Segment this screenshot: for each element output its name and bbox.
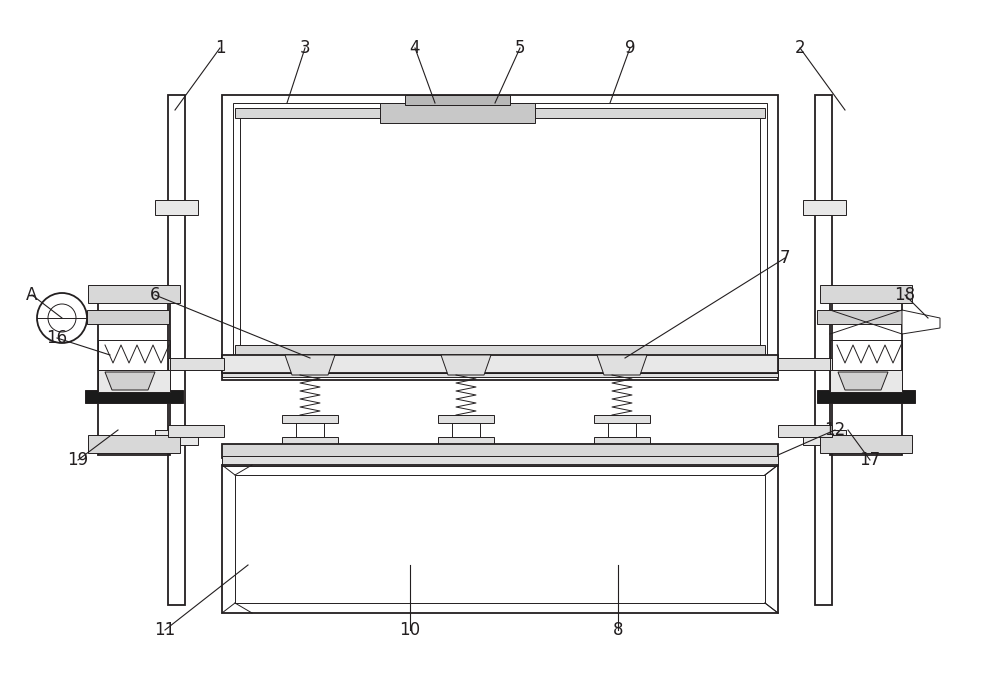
Bar [778, 425, 832, 437]
Bar [235, 475, 765, 603]
Bar [438, 437, 494, 445]
Bar [830, 370, 902, 392]
Bar [155, 430, 198, 445]
Bar [803, 430, 846, 445]
Bar [88, 435, 180, 453]
Bar [830, 295, 902, 455]
Polygon shape [838, 372, 888, 390]
Bar [438, 415, 494, 423]
Bar [296, 423, 324, 437]
Text: 19: 19 [67, 451, 89, 469]
Bar [235, 345, 765, 357]
Bar [155, 200, 198, 215]
Bar [168, 358, 224, 370]
Bar [380, 103, 535, 123]
Bar [168, 95, 185, 605]
Bar [820, 435, 912, 453]
Polygon shape [105, 372, 155, 390]
Text: 11: 11 [154, 621, 176, 639]
Bar [85, 390, 183, 403]
Polygon shape [597, 355, 647, 375]
Bar [87, 310, 169, 324]
Text: 16: 16 [46, 329, 68, 347]
Bar [168, 425, 224, 437]
Circle shape [37, 293, 87, 343]
Text: 17: 17 [859, 451, 881, 469]
Text: 7: 7 [780, 249, 790, 267]
Text: 12: 12 [824, 421, 846, 439]
Bar [817, 390, 915, 403]
Bar [240, 115, 760, 355]
Bar [405, 95, 510, 105]
Polygon shape [902, 310, 940, 334]
Text: 18: 18 [894, 286, 916, 304]
Text: 1: 1 [215, 39, 225, 57]
Text: 9: 9 [625, 39, 635, 57]
Text: A: A [26, 286, 38, 304]
Bar [452, 423, 480, 437]
Text: 6: 6 [150, 286, 160, 304]
Bar [98, 340, 170, 370]
Bar [820, 285, 912, 303]
Bar [803, 200, 846, 215]
Polygon shape [285, 355, 335, 375]
Bar [235, 108, 765, 118]
Text: 2: 2 [795, 39, 805, 57]
Text: 8: 8 [613, 621, 623, 639]
Bar [222, 465, 778, 613]
Bar [282, 437, 338, 445]
Bar [815, 95, 832, 605]
Bar [233, 103, 767, 372]
Bar [817, 310, 902, 324]
Polygon shape [441, 355, 491, 375]
Bar [98, 370, 170, 392]
Bar [282, 415, 338, 423]
Bar [594, 437, 650, 445]
Text: 4: 4 [410, 39, 420, 57]
Bar [608, 423, 636, 437]
Text: 10: 10 [399, 621, 421, 639]
Bar [222, 95, 778, 380]
Text: 3: 3 [300, 39, 310, 57]
Bar [98, 295, 170, 455]
Bar [778, 358, 832, 370]
Bar [222, 456, 778, 466]
Bar [830, 340, 902, 370]
Bar [222, 444, 778, 458]
Text: 5: 5 [515, 39, 525, 57]
Bar [222, 355, 778, 373]
Bar [594, 415, 650, 423]
Bar [222, 355, 778, 377]
Bar [88, 285, 180, 303]
